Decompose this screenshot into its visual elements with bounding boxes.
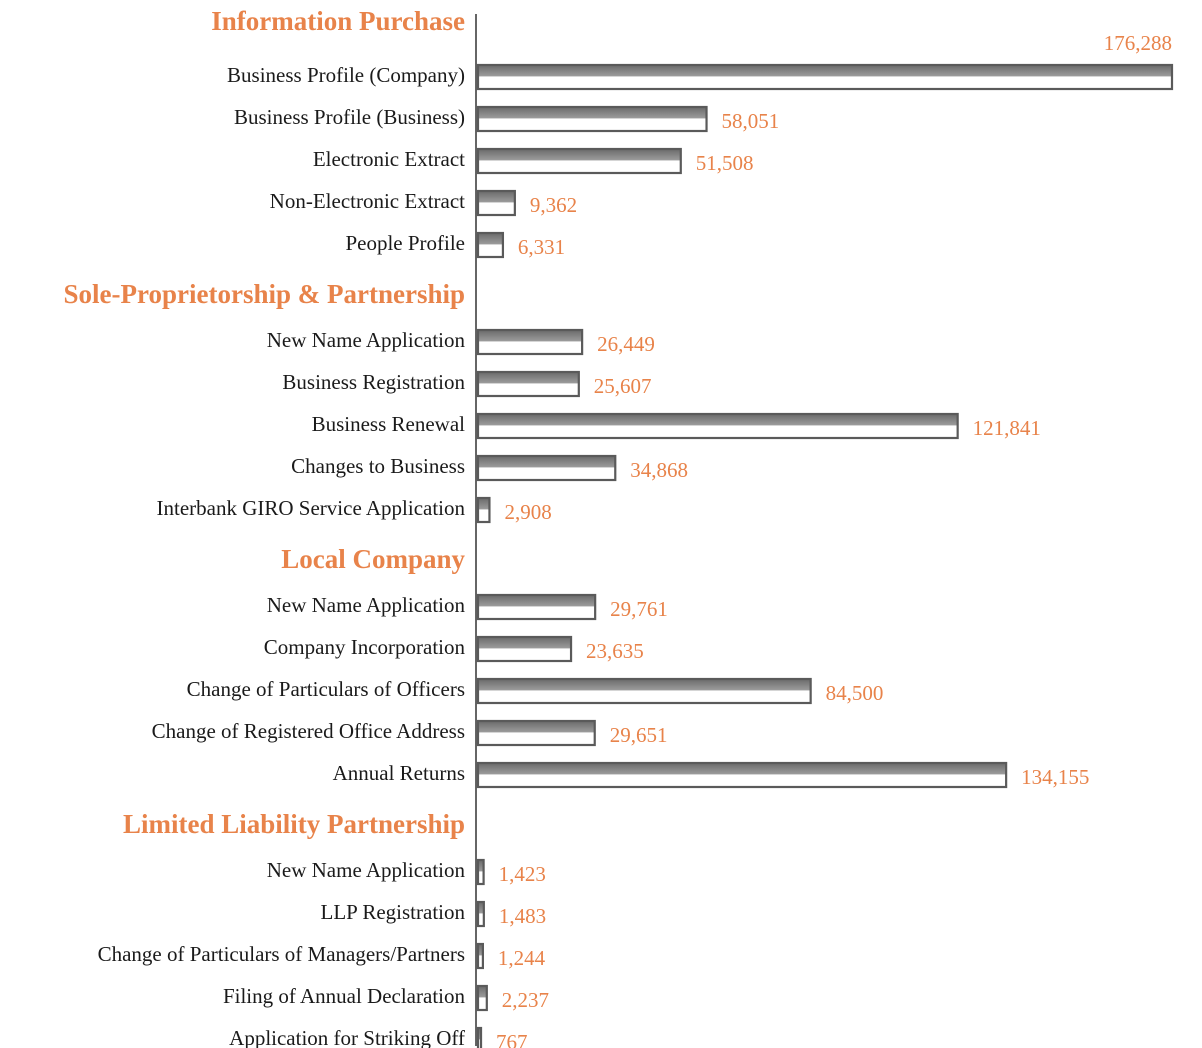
category-label: Interbank GIRO Service Application <box>157 496 466 520</box>
bar <box>476 719 596 747</box>
category-label: Application for Striking Off <box>229 1026 465 1048</box>
category-label: Filing of Annual Declaration <box>223 984 466 1008</box>
value-label: 51,508 <box>696 151 754 175</box>
value-label: 2,908 <box>504 500 551 524</box>
bar <box>476 942 484 970</box>
group-title: Information Purchase <box>211 6 465 36</box>
bar <box>476 189 516 217</box>
value-label: 121,841 <box>973 416 1041 440</box>
category-label: Change of Particulars of Managers/Partne… <box>98 942 465 966</box>
value-label: 58,051 <box>722 109 780 133</box>
bar <box>476 496 491 524</box>
category-label: Change of Registered Office Address <box>152 719 465 743</box>
bar <box>476 231 505 259</box>
value-label: 767 <box>496 1030 528 1048</box>
value-label: 2,237 <box>502 988 549 1012</box>
bar <box>476 900 485 928</box>
bar <box>476 635 573 663</box>
bar <box>476 761 1008 789</box>
group-title: Limited Liability Partnership <box>123 809 465 839</box>
bar <box>476 328 584 356</box>
bar <box>476 412 959 440</box>
value-label: 6,331 <box>518 235 565 259</box>
group-title: Local Company <box>281 544 465 574</box>
category-label: Annual Returns <box>333 761 465 785</box>
value-label: 134,155 <box>1021 765 1089 789</box>
category-label: Business Renewal <box>312 412 466 436</box>
category-label: People Profile <box>345 231 465 255</box>
value-label: 23,635 <box>586 639 644 663</box>
bar <box>476 454 617 482</box>
category-label: New Name Application <box>267 593 466 617</box>
bar <box>476 63 1174 91</box>
bar <box>476 105 708 133</box>
bar <box>476 858 485 886</box>
category-label: New Name Application <box>267 858 466 882</box>
value-label: 25,607 <box>594 374 652 398</box>
value-label: 84,500 <box>826 681 884 705</box>
value-label: 1,244 <box>498 946 546 970</box>
value-label: 1,423 <box>499 862 546 886</box>
bar <box>476 593 597 621</box>
value-label: 26,449 <box>597 332 655 356</box>
bar <box>476 1026 483 1048</box>
category-label: Electronic Extract <box>313 147 465 171</box>
category-label: Changes to Business <box>291 454 465 478</box>
value-label: 9,362 <box>530 193 577 217</box>
bar <box>476 984 488 1012</box>
category-label: New Name Application <box>267 328 466 352</box>
category-label: Business Registration <box>282 370 465 394</box>
category-label: Business Profile (Business) <box>234 105 465 129</box>
category-label: Company Incorporation <box>264 635 466 659</box>
category-label: LLP Registration <box>321 900 466 924</box>
value-label: 29,761 <box>610 597 668 621</box>
group-title: Sole-Proprietorship & Partnership <box>64 279 465 309</box>
value-label: 176,288 <box>1104 31 1172 55</box>
bar <box>476 677 812 705</box>
bar <box>476 370 580 398</box>
category-label: Business Profile (Company) <box>227 63 465 87</box>
category-label: Non-Electronic Extract <box>270 189 465 213</box>
bar <box>476 147 682 175</box>
category-label: Change of Particulars of Officers <box>187 677 465 701</box>
value-label: 34,868 <box>630 458 688 482</box>
value-label: 29,651 <box>610 723 668 747</box>
value-label: 1,483 <box>499 904 546 928</box>
